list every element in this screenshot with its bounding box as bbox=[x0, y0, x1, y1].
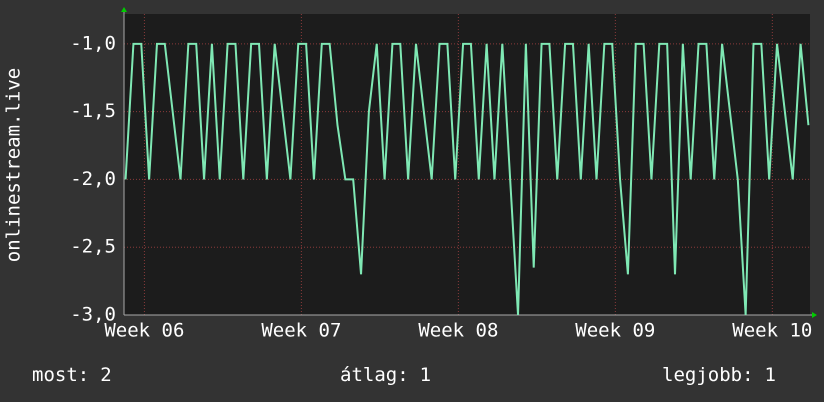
legend-stat: átlag: 1 bbox=[340, 364, 431, 386]
x-tick-label: Week 07 bbox=[261, 320, 341, 342]
y-tick-label: -1,5 bbox=[70, 100, 116, 122]
stat-value: 1 bbox=[420, 364, 431, 386]
y-tick-label: -2,0 bbox=[70, 168, 116, 190]
legend-stat: legjobb: 1 bbox=[662, 364, 776, 386]
y-axis-label: onlinestream.live bbox=[3, 68, 25, 262]
data-line bbox=[124, 42, 810, 316]
y-tick-label: -2,5 bbox=[70, 236, 116, 258]
y-tick-label: -3,0 bbox=[70, 304, 116, 326]
stat-label: átlag: bbox=[340, 364, 409, 386]
axis-arrow bbox=[121, 7, 127, 12]
legend-stat: most: 2 bbox=[32, 364, 112, 386]
y-tick-label: -1,0 bbox=[70, 32, 116, 54]
x-tick-label: Week 10 bbox=[732, 320, 812, 342]
plot-area bbox=[124, 14, 810, 315]
axis-arrow bbox=[812, 312, 817, 318]
stat-label: most: bbox=[32, 364, 89, 386]
x-tick-label: Week 09 bbox=[575, 320, 655, 342]
stat-value: 2 bbox=[100, 364, 111, 386]
stat-label: legjobb: bbox=[662, 364, 754, 386]
stat-value: 1 bbox=[765, 364, 776, 386]
x-tick-label: Week 06 bbox=[104, 320, 184, 342]
x-tick-label: Week 08 bbox=[418, 320, 498, 342]
